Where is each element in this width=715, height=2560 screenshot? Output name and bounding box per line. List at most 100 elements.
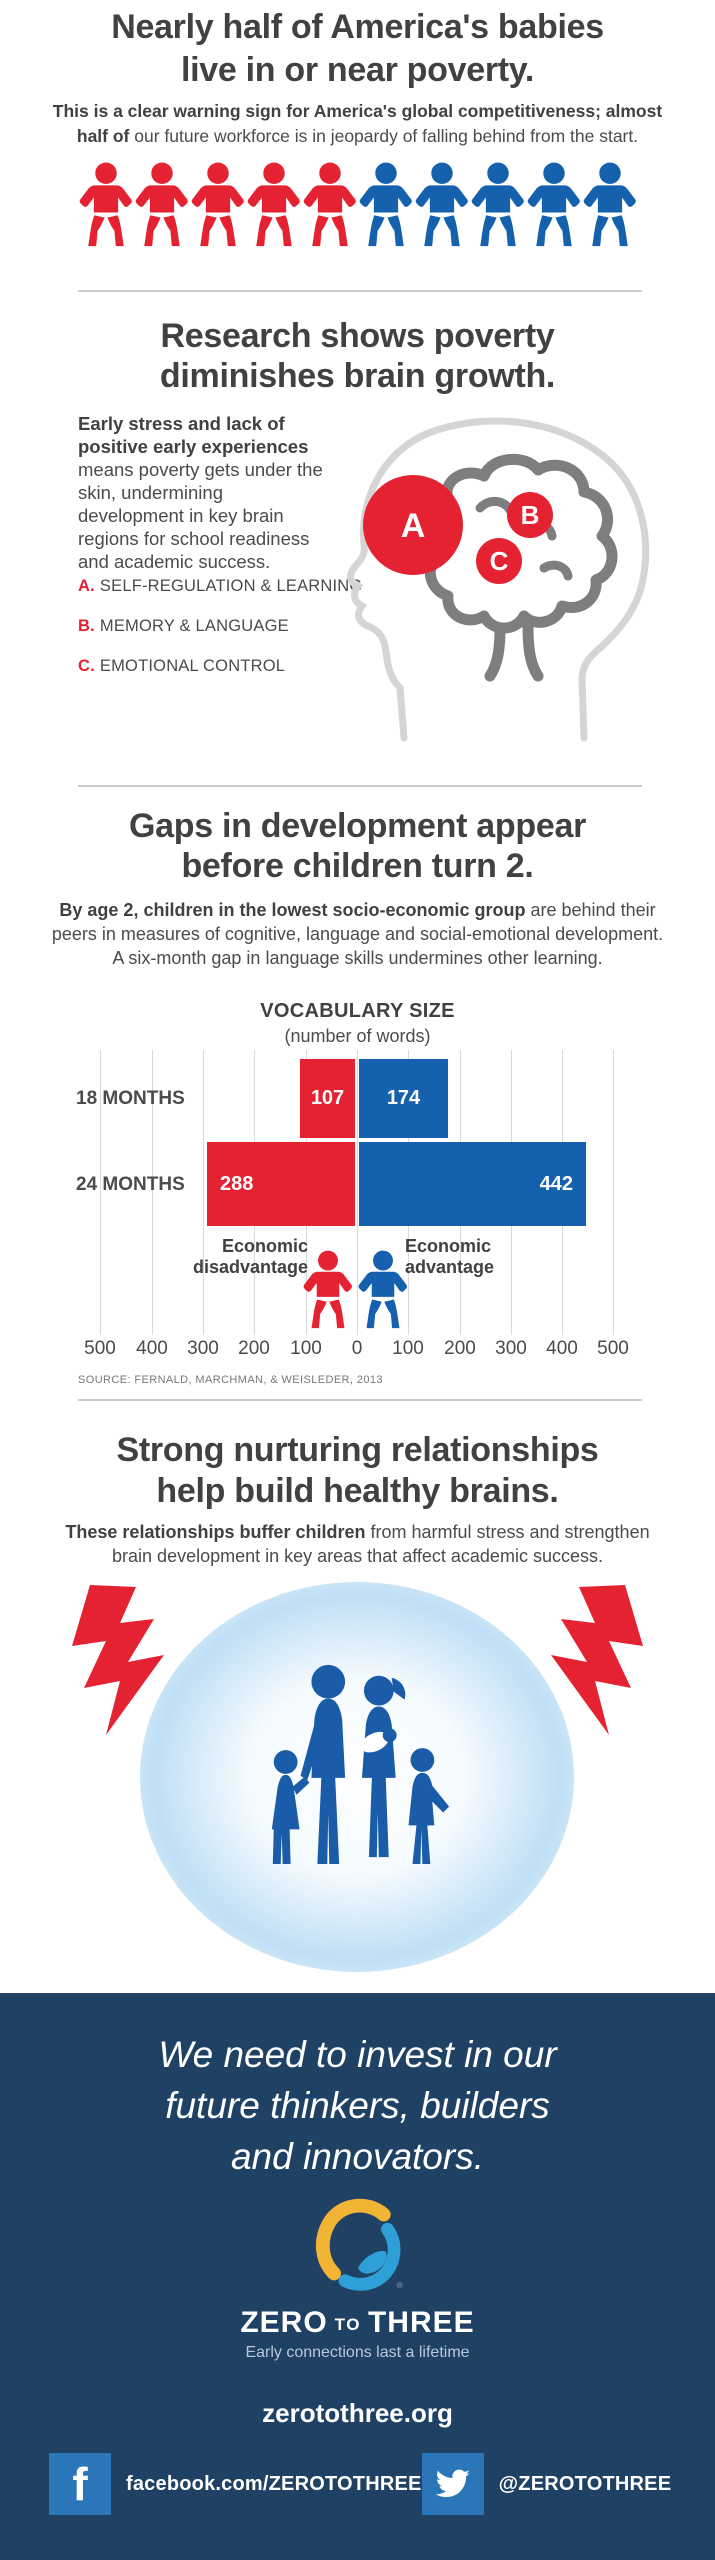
section4-subtitle-bold: These relationships buffer children (65, 1522, 366, 1542)
tick-minus-300: 300 (187, 1338, 219, 1359)
baby-icon (302, 161, 358, 249)
section3-subtitle-rest: are behind their peers in measures of co… (51, 900, 664, 968)
divider (78, 1399, 642, 1401)
footer-quote: We need to invest in our future thinkers… (158, 2034, 557, 2177)
kid-disadvantage-icon (302, 1247, 354, 1333)
tick-100: 100 (392, 1338, 424, 1359)
footer: We need to invest in our future thinkers… (0, 1993, 715, 2560)
tick-300: 300 (495, 1338, 527, 1359)
legend-letter-a: A. (78, 577, 95, 595)
baby-icon (134, 161, 190, 249)
brain-marker-b: B (521, 500, 540, 530)
legend-letter-c: C. (78, 657, 95, 675)
brain-marker-c: C (490, 546, 509, 576)
section3-title: Gaps in development appear before childr… (129, 807, 586, 885)
tick-200: 200 (444, 1338, 476, 1359)
wordmark-to: TO (334, 2314, 361, 2334)
facebook-link[interactable]: f facebook.com/ZEROTOTHREE (49, 2453, 422, 2515)
section2-body-rest: means poverty gets under the skin, under… (78, 459, 323, 572)
chart-heading: VOCABULARY SIZE (number of words) (0, 1000, 715, 1047)
family-icon (271, 1664, 450, 1865)
row-label-24-months: 24 MONTHS (76, 1174, 185, 1195)
website-url[interactable]: zerotothree.org (262, 2398, 453, 2428)
baby-icon (246, 161, 302, 249)
divider (78, 290, 642, 292)
gridline (203, 1050, 204, 1335)
tick-zero: 0 (351, 1338, 363, 1359)
bar-value: 288 (220, 1172, 254, 1195)
legend-letter-b: B. (78, 617, 95, 635)
protective-glow (140, 1582, 574, 1972)
section4-subtitle: These relationships buffer children from… (56, 1520, 660, 1568)
twitter-link[interactable]: @ZEROTOTHREE (421, 2453, 672, 2515)
gridline (152, 1050, 153, 1335)
legend-disadvantage: Economic disadvantage (192, 1236, 308, 1277)
tick-minus-400: 400 (136, 1338, 168, 1359)
brain-legend: A. SELF-REGULATION & LEARNING B. MEMORY & … (78, 578, 362, 698)
bar-value: 442 (539, 1172, 573, 1195)
tick-400: 400 (546, 1338, 578, 1359)
baby-icon (414, 161, 470, 249)
brain-region-c (476, 538, 522, 584)
bar-18m-advantage: 174 (359, 1059, 448, 1138)
baby-icon (190, 161, 246, 249)
chart-title: VOCABULARY SIZE (260, 1000, 455, 1022)
section3-subtitle-bold: By age 2, children in the lowest socio-e… (59, 900, 526, 920)
brain-region-a (363, 475, 463, 575)
wordmark-zero: ZERO (240, 2306, 328, 2339)
baby-icon (358, 161, 414, 249)
tick-minus-500: 500 (84, 1338, 116, 1359)
section-brain-growth: Research shows poverty diminishes brain … (0, 292, 715, 786)
chart-source: SOURCE: FERNALD, MARCHMAN, & WEISLEDER, … (78, 1374, 383, 1386)
gridline (357, 1050, 358, 1335)
legend-advantage: Economic advantage (405, 1236, 495, 1277)
chart-subtitle: (number of words) (284, 1026, 431, 1046)
baby-row (78, 161, 638, 249)
section-vocabulary-gap: Gaps in development appear before childr… (0, 786, 715, 1400)
bar-18m-disadvantage: 107 (300, 1059, 355, 1138)
bar-24m-disadvantage: 288 (207, 1142, 355, 1226)
section2-body-bold: Early stress and lack of positive early … (78, 413, 309, 457)
brain-region-b (507, 492, 553, 538)
facebook-icon[interactable]: f (49, 2453, 111, 2515)
gridline (100, 1050, 101, 1335)
head-brain-illustration-icon: A B C (347, 417, 650, 742)
legend-label-a: SELF-REGULATION & LEARNING (99, 577, 363, 595)
svg-text:®: ® (396, 2281, 402, 2290)
section4-title: Strong nurturing relationships help buil… (116, 1431, 599, 1510)
bar-24m-advantage: 442 (359, 1142, 586, 1226)
baby-icon (470, 161, 526, 249)
section2-body: Early stress and lack of positive early … (78, 412, 334, 573)
section2-title: Research shows poverty diminishes brain … (159, 317, 556, 395)
section1-subtitle-bold: This is a clear warning sign for America… (52, 101, 663, 146)
zero-to-three-logo-icon: ® (315, 2198, 402, 2291)
section-poverty: Nearly half of America's babies live in … (0, 0, 715, 292)
twitter-icon[interactable] (421, 2453, 484, 2515)
facebook-label: facebook.com/ZEROTOTHREE (126, 2472, 422, 2495)
section1-subtitle-rest: our future workforce is in jeopardy of f… (129, 126, 639, 146)
brain-legend-item-a: A. SELF-REGULATION & LEARNING (78, 577, 363, 595)
lightning-bolt-icon (72, 1585, 172, 1735)
twitter-label: @ZEROTOTHREE (498, 2472, 672, 2495)
brain-marker-a: A (401, 507, 426, 545)
section4-subtitle-rest: from harmful stress and strengthen brain… (112, 1522, 650, 1566)
legend-label-c: EMOTIONAL CONTROL (99, 657, 286, 675)
baby-icon (526, 161, 582, 249)
brain-legend-item-c: C. EMOTIONAL CONTROL (78, 657, 362, 675)
divider (78, 785, 642, 787)
section3-subtitle: By age 2, children in the lowest socio-e… (50, 898, 666, 970)
bar-value: 107 (310, 1087, 345, 1109)
brain-legend-item-b: B. MEMORY & LANGUAGE (78, 617, 362, 635)
bar-value: 174 (386, 1087, 421, 1109)
tick-500: 500 (597, 1338, 629, 1359)
baby-icon (78, 161, 134, 249)
kid-advantage-icon (357, 1247, 409, 1333)
section1-subtitle: This is a clear warning sign for America… (47, 99, 669, 149)
zero-to-three-wordmark: ZERO TO THREE (0, 2306, 715, 2340)
tick-minus-200: 200 (238, 1338, 270, 1359)
social-row: f facebook.com/ZEROTOTHREE @ZEROTOTHREE (0, 2453, 715, 2515)
baby-icon (582, 161, 638, 249)
lightning-bolt-icon (543, 1585, 643, 1735)
logo-tagline: Early connections last a lifetime (245, 2344, 470, 2361)
